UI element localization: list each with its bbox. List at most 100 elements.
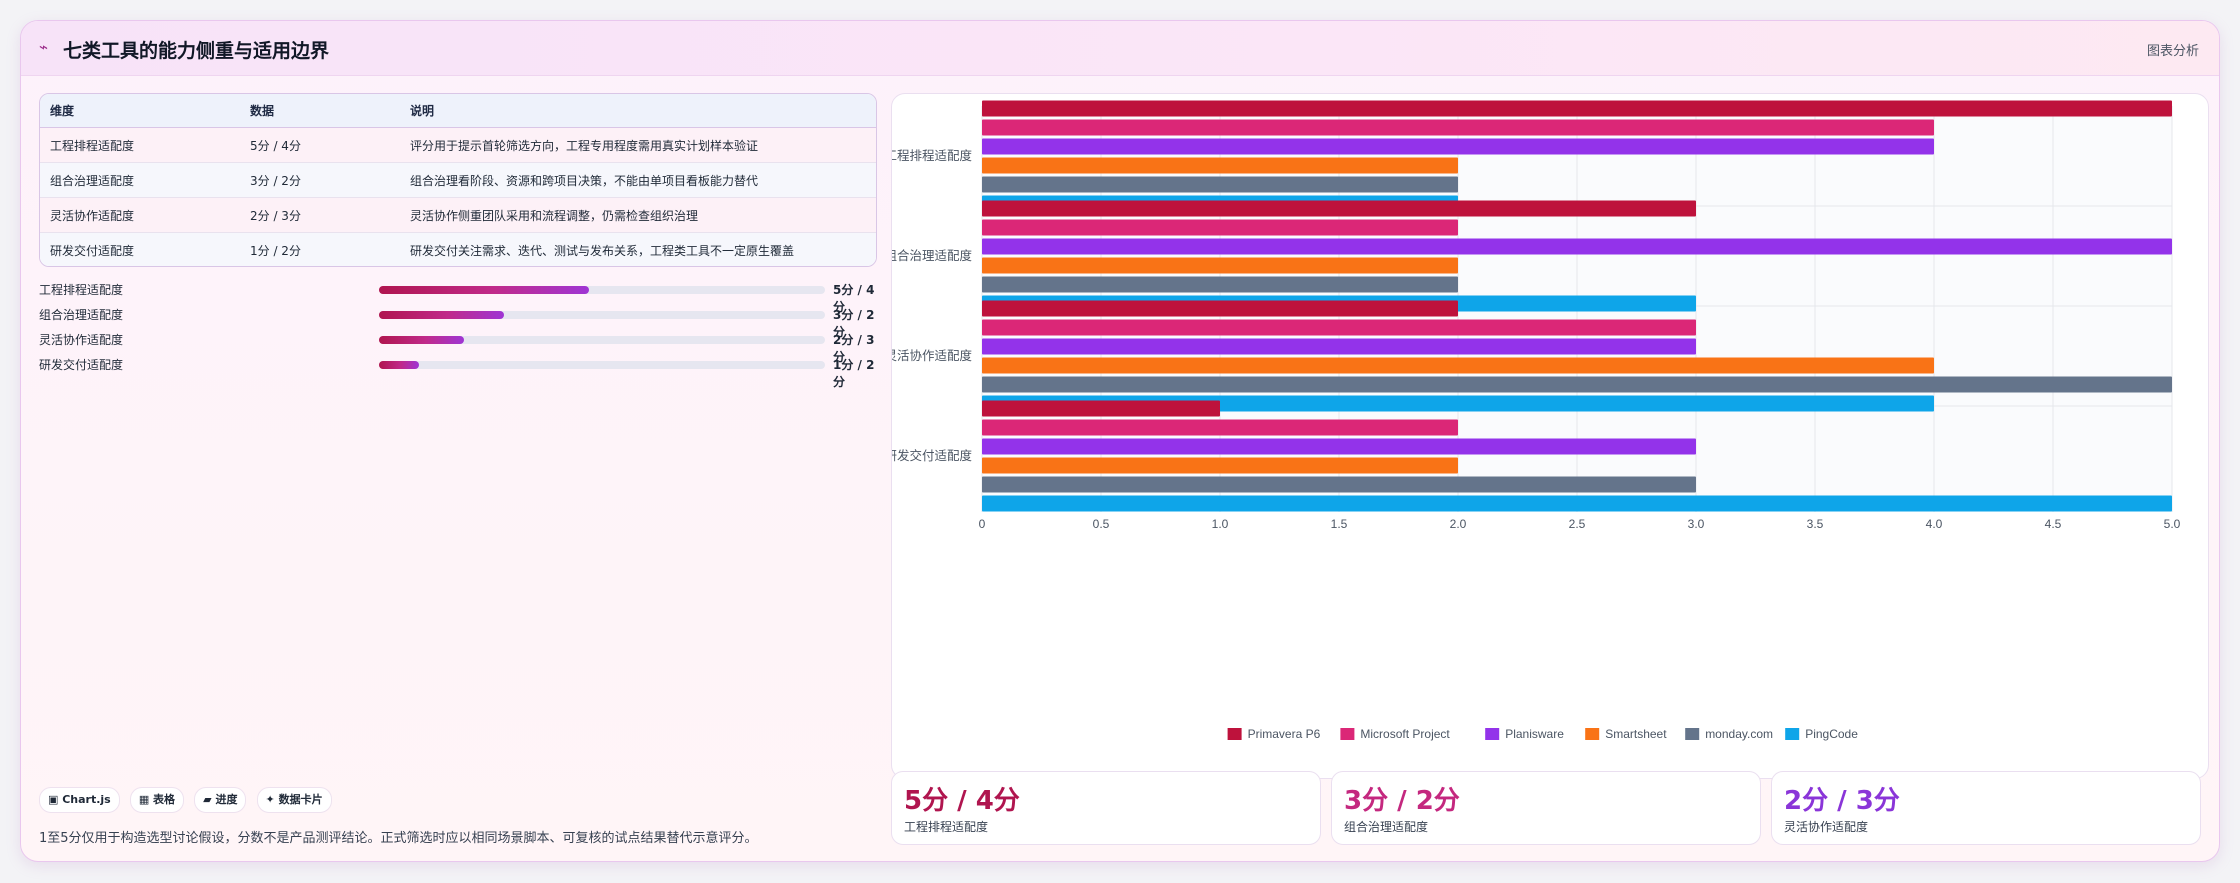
progress-list: 工程排程适配度 5分 / 4分 组合治理适配度 3分 / 2分 灵活协作适配度 …: [39, 277, 885, 389]
bar-chart-panel: 0 0.5 1.0 1.5 2.0 2.5 3.0 3.5 4.0 4.5 5.0 工程排程适配度 组合…: [891, 93, 2209, 779]
column-header: 说明: [400, 94, 876, 128]
progress-value: 2分 / 3分: [833, 333, 875, 364]
x-tick-label: 0.5: [1093, 517, 1110, 531]
bar: [982, 200, 1696, 217]
column-header: 数据: [240, 94, 400, 128]
legend-swatch: [1785, 728, 1800, 740]
x-tick-label: 4.0: [1926, 517, 1943, 531]
progress-row: 研发交付适配度 1分 / 2分: [39, 352, 885, 389]
legend-swatch: [1585, 728, 1600, 740]
bar-chart: 0 0.5 1.0 1.5 2.0 2.5 3.0 3.5 4.0 4.5 5.0 工程排程适配度组合…: [892, 100, 2181, 741]
bar: [982, 419, 1458, 436]
chart-analysis-link[interactable]: 图表分析: [2146, 44, 2199, 59]
y-tick-label: 研发交付适配度: [892, 448, 972, 463]
progress-fill: [379, 336, 464, 344]
y-tick-label: 灵活协作适配度: [892, 348, 972, 363]
table-row: 灵活协作适配度 2分 / 3分 灵活协作侧重团队采用和流程调整，仍需检查组织治理: [40, 197, 876, 233]
progress-track: [379, 361, 825, 369]
progress-row: 灵活协作适配度 2分 / 3分: [39, 327, 885, 364]
progress-label: 工程排程适配度: [39, 283, 124, 297]
chip-progress[interactable]: ▰ 进度: [194, 787, 247, 813]
chip-data-cards[interactable]: ✦ 数据卡片: [256, 787, 332, 813]
x-tick-label: 3.5: [1807, 517, 1824, 531]
progress-fill: [379, 311, 504, 319]
chip-chartjs[interactable]: ▣ Chart.js: [39, 787, 120, 813]
progress-value: 5分 / 4分: [833, 283, 875, 314]
legend-swatch: [1340, 728, 1355, 740]
chip-table[interactable]: ▦ 表格: [129, 787, 185, 813]
x-tick-label: 1.5: [1331, 517, 1348, 531]
stat-label: 组合治理适配度: [1344, 820, 1429, 834]
bar: [982, 257, 1458, 274]
bar: [982, 376, 2172, 393]
x-tick-label: 2.5: [1569, 517, 1586, 531]
legend-swatch: [1485, 728, 1500, 740]
table-cell: 1分 / 2分: [240, 232, 400, 266]
stat-card: 3分 / 2分 组合治理适配度: [1331, 771, 1761, 845]
stat-label: 工程排程适配度: [904, 820, 989, 834]
progress-row: 工程排程适配度 5分 / 4分: [39, 277, 885, 314]
legend-label: monday.com: [1705, 727, 1773, 741]
stat-value: 5分 / 4分: [904, 786, 1020, 816]
bar: [982, 400, 1220, 417]
table-cell: 研发交付适配度: [40, 232, 240, 266]
bar: [982, 338, 1696, 355]
stat-value: 2分 / 3分: [1784, 786, 1900, 816]
bar: [982, 119, 1934, 136]
progress-track: [379, 311, 825, 319]
bar: [982, 476, 1696, 493]
table-row: 组合治理适配度 3分 / 2分 组合治理看阶段、资源和跨项目决策，不能由单项目看…: [40, 162, 876, 198]
y-tick-label: 工程排程适配度: [892, 148, 972, 163]
table-cell: 灵活协作适配度: [40, 197, 240, 233]
table-cell: 2分 / 3分: [240, 197, 400, 233]
progress-value: 1分 / 2分: [833, 358, 875, 389]
table-header-row: 维度 数据 说明: [40, 94, 876, 128]
legend-label: Microsoft Project: [1360, 727, 1450, 741]
x-tick-label: 2.0: [1450, 517, 1467, 531]
x-tick-label: 5.0: [2164, 517, 2181, 531]
progress-label: 研发交付适配度: [39, 358, 124, 372]
table-cell: 组合治理看阶段、资源和跨项目决策，不能由单项目看板能力替代: [400, 162, 876, 198]
progress-label: 组合治理适配度: [39, 308, 124, 322]
legend-swatch: [1685, 728, 1700, 740]
table-row: 研发交付适配度 1分 / 2分 研发交付关注需求、迭代、测试与发布关系，工程类工…: [40, 232, 876, 266]
table-cell: 5分 / 4分: [240, 127, 400, 163]
legend-label: Primavera P6: [1248, 727, 1321, 741]
bar: [982, 276, 1458, 293]
progress-row: 组合治理适配度 3分 / 2分: [39, 302, 885, 339]
x-tick-label: 3.0: [1688, 517, 1705, 531]
legend-swatch: [1227, 728, 1242, 740]
table-row: 工程排程适配度 5分 / 4分 评分用于提示首轮筛选方向，工程专用程度需用真实计…: [40, 127, 876, 163]
table-cell: 3分 / 2分: [240, 162, 400, 198]
y-tick-label: 组合治理适配度: [892, 248, 972, 263]
stat-label: 灵活协作适配度: [1784, 820, 1869, 834]
stat-card: 5分 / 4分 工程排程适配度: [891, 771, 1321, 845]
bar: [982, 100, 2172, 117]
footnote: 1至5分仅用于构造选型讨论假设，分数不是产品测评结论。正式筛选时应以相同场景脚本…: [39, 831, 758, 846]
progress-label: 灵活协作适配度: [39, 333, 124, 347]
progress-fill: [379, 361, 420, 369]
data-table: 维度 数据 说明 工程排程适配度 5分 / 4分 评分用于提示首轮筛选方向，工程…: [39, 93, 877, 267]
stat-card: 2分 / 3分 灵活协作适配度: [1771, 771, 2201, 845]
bar: [982, 438, 1696, 455]
bar: [982, 319, 1696, 336]
table-cell: 评分用于提示首轮筛选方向，工程专用程度需用真实计划样本验证: [400, 127, 876, 163]
page-title: 七类工具的能力侧重与适用边界: [63, 40, 330, 62]
x-tick-label: 0: [979, 517, 986, 531]
table-cell: 灵活协作侧重团队采用和流程调整，仍需检查组织治理: [400, 197, 876, 233]
bar: [982, 157, 1458, 174]
chart-card: ⌁ 七类工具的能力侧重与适用边界 图表分析 维度 数据 说明 工程排程适配度 5…: [20, 20, 2220, 862]
progress-fill: [379, 286, 589, 294]
legend-label: PingCode: [1805, 727, 1858, 741]
column-header: 维度: [40, 94, 240, 128]
stat-value: 3分 / 2分: [1344, 786, 1460, 816]
bar: [982, 238, 2172, 255]
progress-value: 3分 / 2分: [833, 308, 875, 339]
legend-label: Smartsheet: [1605, 727, 1667, 741]
bar: [982, 138, 1934, 155]
table-cell: 组合治理适配度: [40, 162, 240, 198]
chip-group: ▣ Chart.js ▦ 表格 ▰ 进度 ✦ 数据卡片: [39, 787, 337, 813]
legend-label: Planisware: [1505, 727, 1564, 741]
progress-track: [379, 336, 825, 344]
x-tick-label: 4.5: [2045, 517, 2062, 531]
